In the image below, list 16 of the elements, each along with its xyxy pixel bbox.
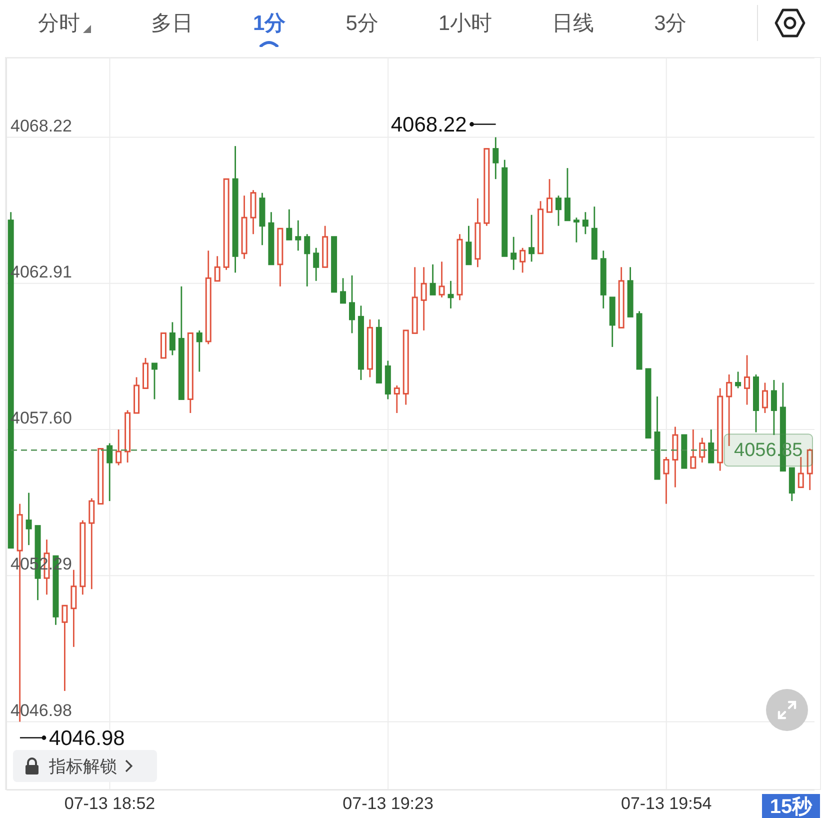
text: 1小时 <box>438 11 492 37</box>
annotation: 4068.22 <box>390 112 467 136</box>
x-tick-label: 07-13 18:52 <box>64 794 156 814</box>
text: 3分 <box>654 11 687 37</box>
badge: 15秒 <box>762 794 820 818</box>
text: 日线 <box>552 11 594 37</box>
x-tick-label: 07-13 19:23 <box>342 794 434 814</box>
text: 1分 <box>253 11 286 37</box>
button: 指标解锁 <box>13 750 157 782</box>
annotation: 指标解锁 <box>49 756 117 776</box>
text: 多日 <box>151 11 193 37</box>
text: 分时 <box>38 11 80 37</box>
x-tick-label: 07-13 19:54 <box>620 794 712 814</box>
y-tick-label: 4068.22 <box>10 116 72 136</box>
annotation: 4046.98 <box>48 726 125 750</box>
text: 5分 <box>346 11 378 37</box>
